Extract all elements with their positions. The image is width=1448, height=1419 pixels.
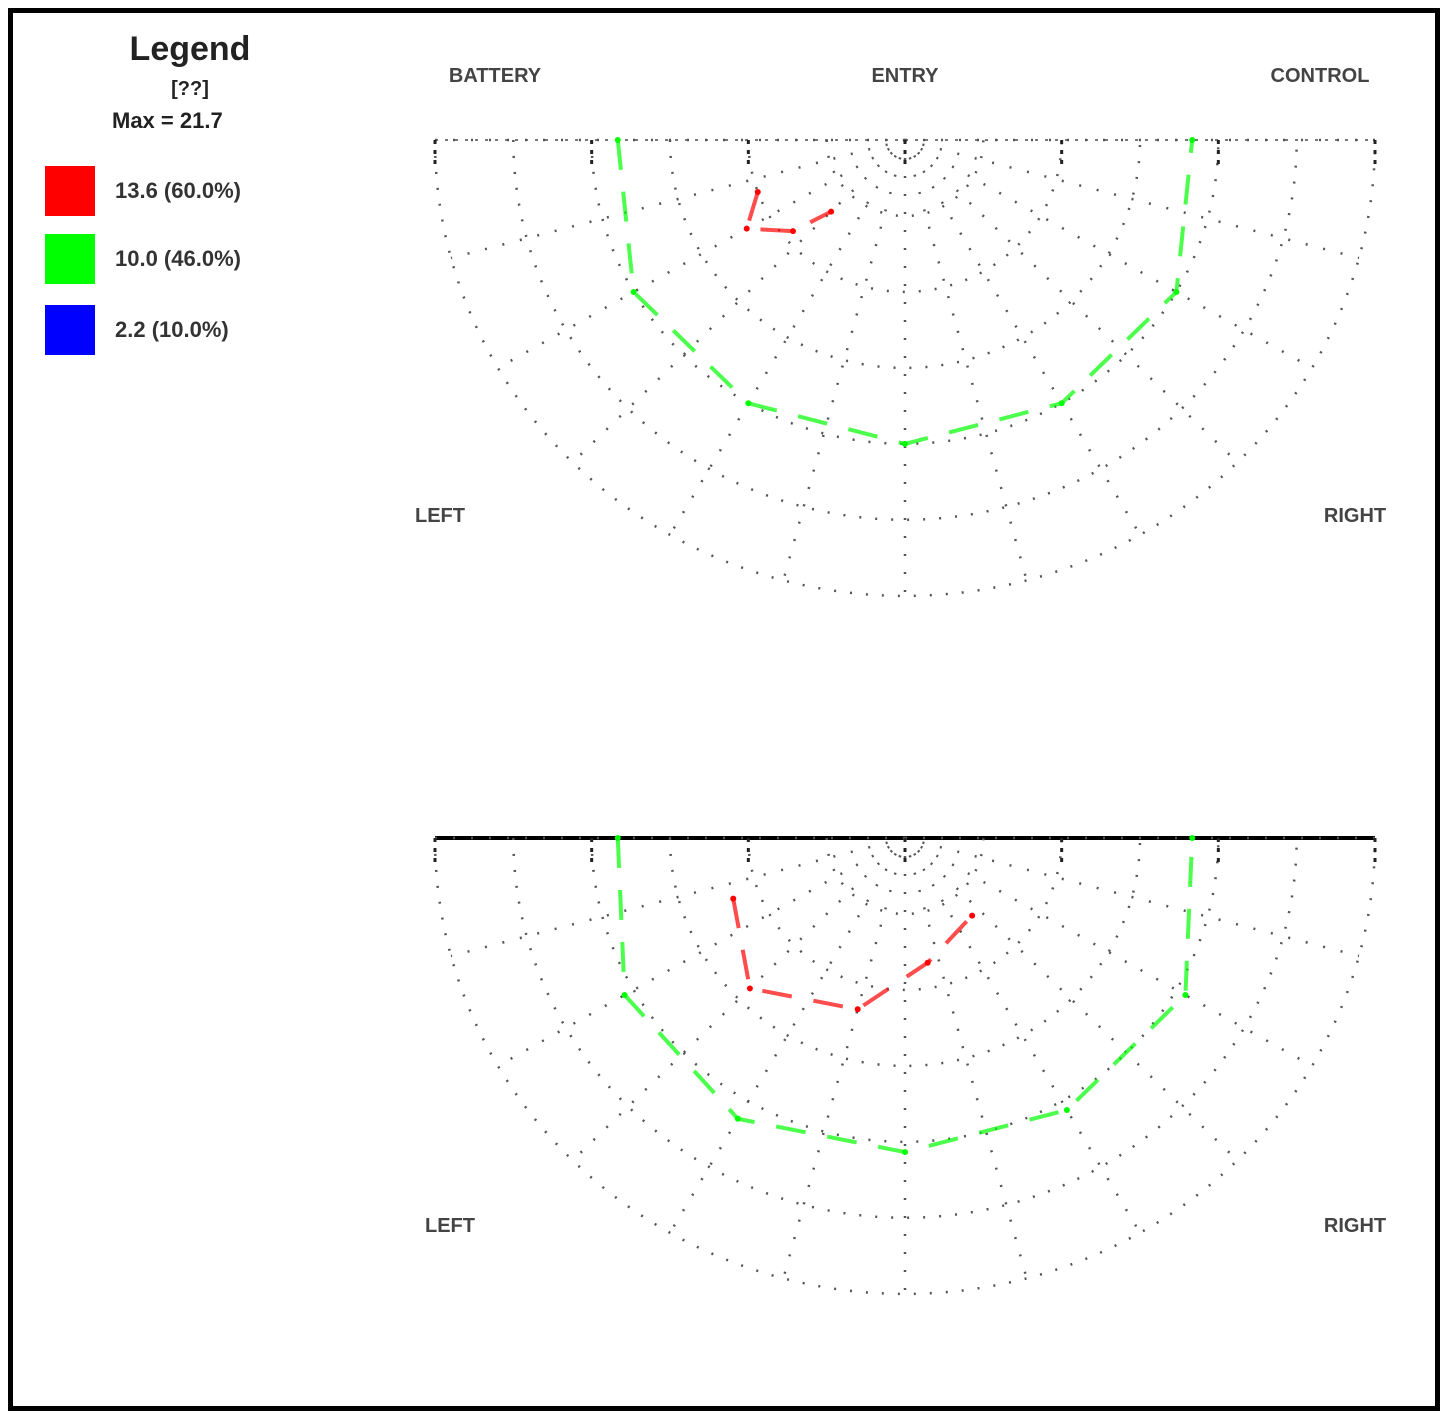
series-point: [902, 440, 908, 447]
legend-item: 13.6 (60.0%): [45, 166, 335, 216]
azimuth-spoke: [903, 139, 1142, 536]
azimuth-spoke: [904, 138, 1313, 370]
series-point: [630, 288, 637, 295]
elevation-circle: [590, 139, 1220, 445]
elevation-circle: [668, 139, 1142, 370]
series-point: [1063, 1106, 1070, 1113]
legend-label: 13.6 (60.0%): [115, 178, 241, 203]
corner-label: CONTROL: [1271, 65, 1370, 87]
series-point: [621, 992, 628, 999]
azimuth-spoke: [497, 138, 906, 370]
corner-label: BATTERY: [449, 65, 542, 87]
series-point: [1189, 137, 1196, 143]
azimuth-spoke: [903, 837, 1142, 1234]
corner-label: LEFT: [425, 1215, 475, 1237]
series-point: [734, 1115, 741, 1122]
azimuth-spoke: [571, 139, 906, 464]
series-point: [614, 137, 621, 143]
azimuth-spoke: [497, 836, 906, 1068]
legend-swatch: [45, 166, 95, 216]
series-line: [744, 191, 833, 234]
legend-item: 10.0 (46.0%): [45, 234, 335, 284]
legend-title: Legend: [129, 30, 251, 68]
corner-label: LEFT: [415, 505, 465, 527]
series-point: [1189, 835, 1196, 841]
azimuth-spoke: [903, 837, 1028, 1279]
legend-unit: [??]: [171, 78, 209, 100]
azimuth-spoke: [904, 138, 1360, 260]
elevation-circle: [433, 837, 1377, 1296]
azimuth-spoke: [571, 837, 906, 1162]
elevation-circle: [668, 837, 1142, 1068]
series-point: [614, 835, 621, 841]
series-point: [789, 228, 796, 235]
legend-item: 2.2 (10.0%): [45, 305, 335, 355]
azimuth-spoke: [450, 138, 906, 260]
azimuth-spoke: [904, 837, 1239, 1162]
series-line: [731, 898, 974, 1012]
azimuth-spoke: [903, 139, 1028, 581]
azimuth-spoke: [450, 836, 906, 958]
series-point: [745, 400, 752, 407]
series-point: [730, 895, 737, 902]
azimuth-spoke: [904, 836, 1360, 958]
legend-swatch: [45, 234, 95, 284]
azimuth-spoke: [904, 836, 1313, 1068]
series-point: [743, 225, 750, 232]
legend-label: 2.2 (10.0%): [115, 317, 229, 342]
corner-label: RIGHT: [1324, 1215, 1386, 1237]
series-point: [902, 1149, 908, 1156]
elevation-circle: [433, 139, 1377, 598]
corner-label: ENTRY: [871, 65, 939, 87]
series-point: [924, 959, 931, 966]
series-point: [754, 188, 761, 195]
series-point: [828, 208, 835, 215]
legend-max: Max = 21.7: [112, 108, 223, 133]
legend-label: 10.0 (46.0%): [115, 246, 241, 271]
legend-swatch: [45, 305, 95, 355]
series-point: [854, 1006, 861, 1013]
series-line: [615, 139, 1195, 446]
series-point: [746, 985, 753, 992]
series-line: [615, 837, 1195, 1155]
elevation-circle: [512, 139, 1298, 522]
elevation-circle: [512, 837, 1298, 1220]
series-point: [969, 912, 976, 919]
corner-label: RIGHT: [1324, 505, 1386, 527]
series-point: [1173, 288, 1180, 295]
series-point: [1182, 992, 1189, 999]
elevation-circle: [590, 837, 1220, 1143]
series-point: [1058, 400, 1065, 407]
